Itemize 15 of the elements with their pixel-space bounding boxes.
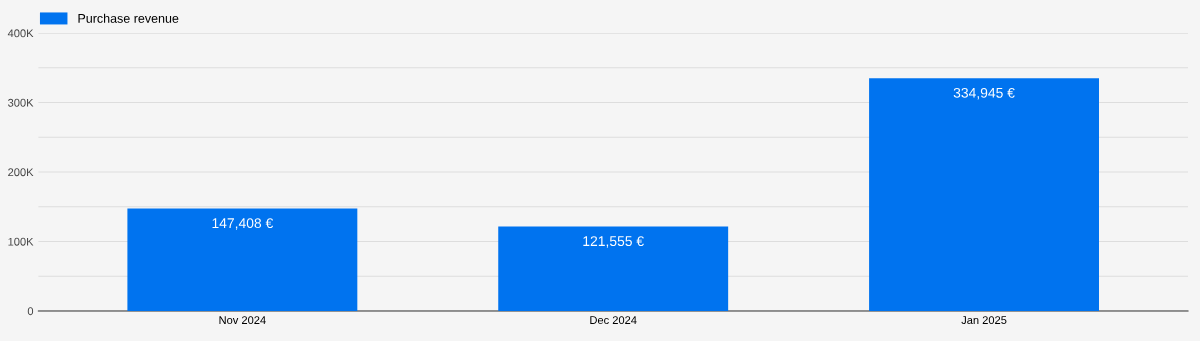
legend-label: Purchase revenue: [78, 13, 179, 23]
y-tick-label: 300K: [8, 98, 34, 107]
x-tick-label: Dec 2024: [590, 316, 637, 325]
y-tick-label: 400K: [7, 29, 34, 38]
bar: [127, 208, 358, 311]
y-tick-label: 0: [27, 307, 34, 316]
bar: [498, 226, 729, 311]
x-tick-label: Jan 2025: [961, 316, 1007, 325]
y-tick-label: 100K: [8, 237, 34, 246]
x-tick-label: Nov 2024: [219, 316, 266, 325]
bar: [869, 78, 1099, 311]
data-label: 121,555 €: [583, 236, 644, 248]
data-label: 147,408 €: [212, 218, 274, 230]
y-tick-label: 200K: [8, 168, 34, 177]
data-label: 334,945 €: [953, 87, 1015, 100]
